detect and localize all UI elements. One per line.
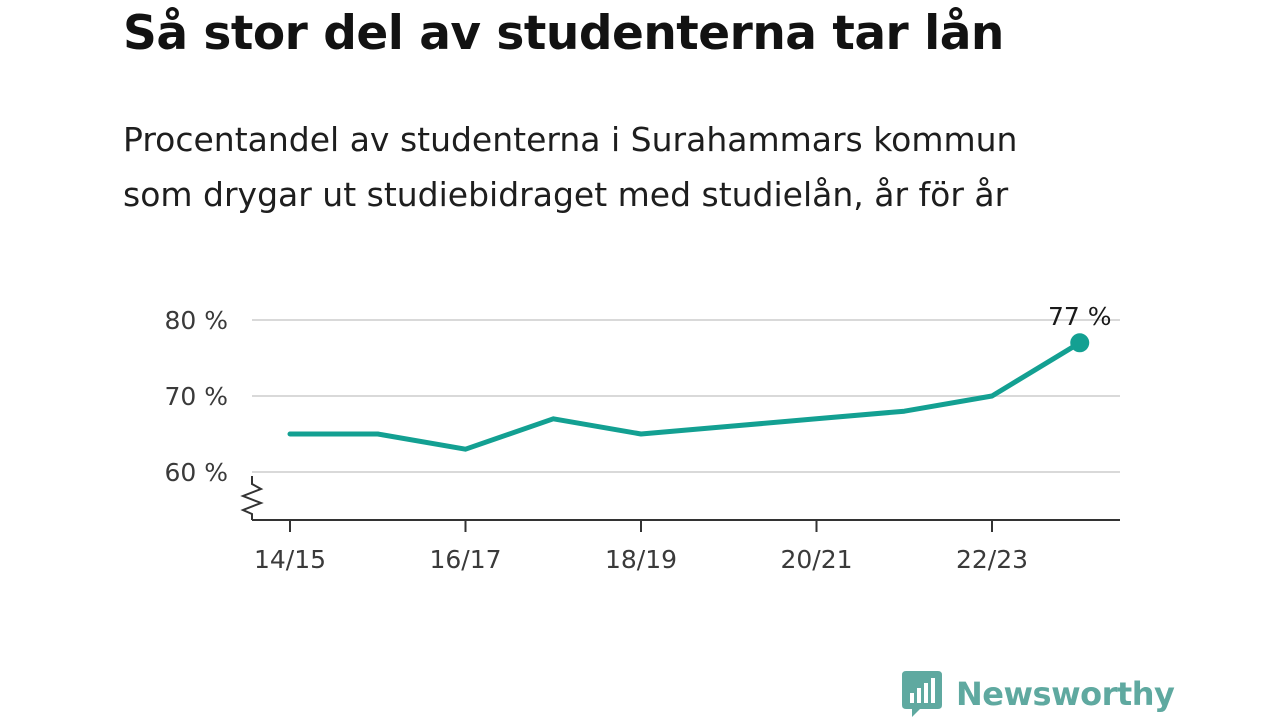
series-line [287, 340, 1083, 452]
newsworthy-logo-icon [902, 671, 942, 717]
y-tick-label: 60 % [164, 458, 228, 487]
brand-name: Newsworthy [956, 675, 1175, 713]
y-tick-label: 70 % [164, 382, 228, 411]
end-point-marker [1070, 333, 1090, 353]
y-tick-label: 80 % [164, 306, 228, 335]
subtitle-line-2: som drygar ut studiebidraget med studiel… [123, 175, 1009, 214]
end-value-label: 77 % [1048, 302, 1112, 331]
x-tick-label: 14/15 [254, 545, 326, 574]
newsworthy-brand: Newsworthy [902, 671, 1175, 717]
axis-break-icon [240, 476, 264, 520]
x-tick-label: 20/21 [780, 545, 852, 574]
subtitle-line-1: Procentandel av studenterna i Surahammar… [123, 120, 1018, 159]
x-tick-label: 18/19 [605, 545, 677, 574]
chart-subtitle: Procentandel av studenterna i Surahammar… [123, 112, 1143, 222]
x-tick-label: 16/17 [429, 545, 501, 574]
x-tick-label: 22/23 [956, 545, 1028, 574]
chart-title: Så stor del av studenterna tar lån [123, 6, 1004, 61]
